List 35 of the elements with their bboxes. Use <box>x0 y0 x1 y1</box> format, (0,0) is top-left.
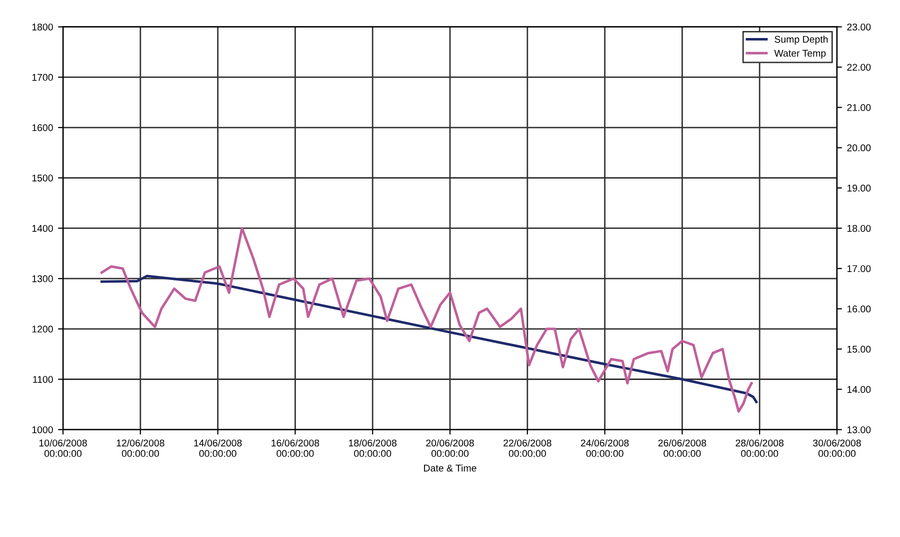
x-axis-title: Date & Time <box>424 464 476 472</box>
x-tick-label: 26/06/2008 00:00:00 <box>658 439 706 457</box>
x-tick-label: 14/06/2008 00:00:00 <box>194 439 242 457</box>
y2-tick-label: 15.00 <box>847 346 871 353</box>
y-tick-label: 1400 <box>32 224 53 232</box>
x-tick-label: 10/06/2008 00:00:00 <box>39 439 87 457</box>
legend-label: Water Temp <box>774 50 826 59</box>
x-tick-label: 12/06/2008 00:00:00 <box>116 439 164 457</box>
y2-tick-label: 13.00 <box>847 426 871 434</box>
line-series <box>100 226 753 413</box>
y-tick-label: 1000 <box>32 426 53 434</box>
y-tick-label: 1300 <box>32 275 53 282</box>
y2-tick-label: 18.00 <box>847 224 871 232</box>
y2-tick-label: 14.00 <box>847 386 871 393</box>
x-tick-label: 30/06/2008 00:00:00 <box>813 439 861 457</box>
y2-tick-label: 17.00 <box>847 265 871 272</box>
legend-label: Sump Depth <box>774 36 828 45</box>
x-tick-label: 24/06/2008 00:00:00 <box>580 439 629 457</box>
y2-tick-label: 23.00 <box>847 24 871 30</box>
y2-tick-label: 16.00 <box>847 306 871 312</box>
x-tick-label: 16/06/2008 00:00:00 <box>272 439 320 457</box>
x-tick-label: 22/06/2008 00:00:00 <box>504 439 552 457</box>
y-tick-label: 1500 <box>32 174 53 182</box>
y2-tick-label: 19.00 <box>847 184 871 192</box>
x-tick-label: 18/06/2008 00:00:00 <box>349 439 397 457</box>
y-tick-label: 1600 <box>32 124 53 132</box>
y2-tick-label: 22.00 <box>847 64 871 71</box>
x-tick-label: 20/06/2008 00:00:00 <box>426 439 474 457</box>
y-tick-label: 1100 <box>33 376 53 383</box>
y2-tick-label: 20.00 <box>847 144 871 152</box>
y-tick-label: 1200 <box>32 326 53 333</box>
y2-tick-label: 21.00 <box>847 104 871 112</box>
x-tick-label: 28/06/2008 00:00:00 <box>736 439 784 457</box>
y-tick-label: 1700 <box>32 74 53 81</box>
y-tick-label: 1800 <box>32 24 53 30</box>
